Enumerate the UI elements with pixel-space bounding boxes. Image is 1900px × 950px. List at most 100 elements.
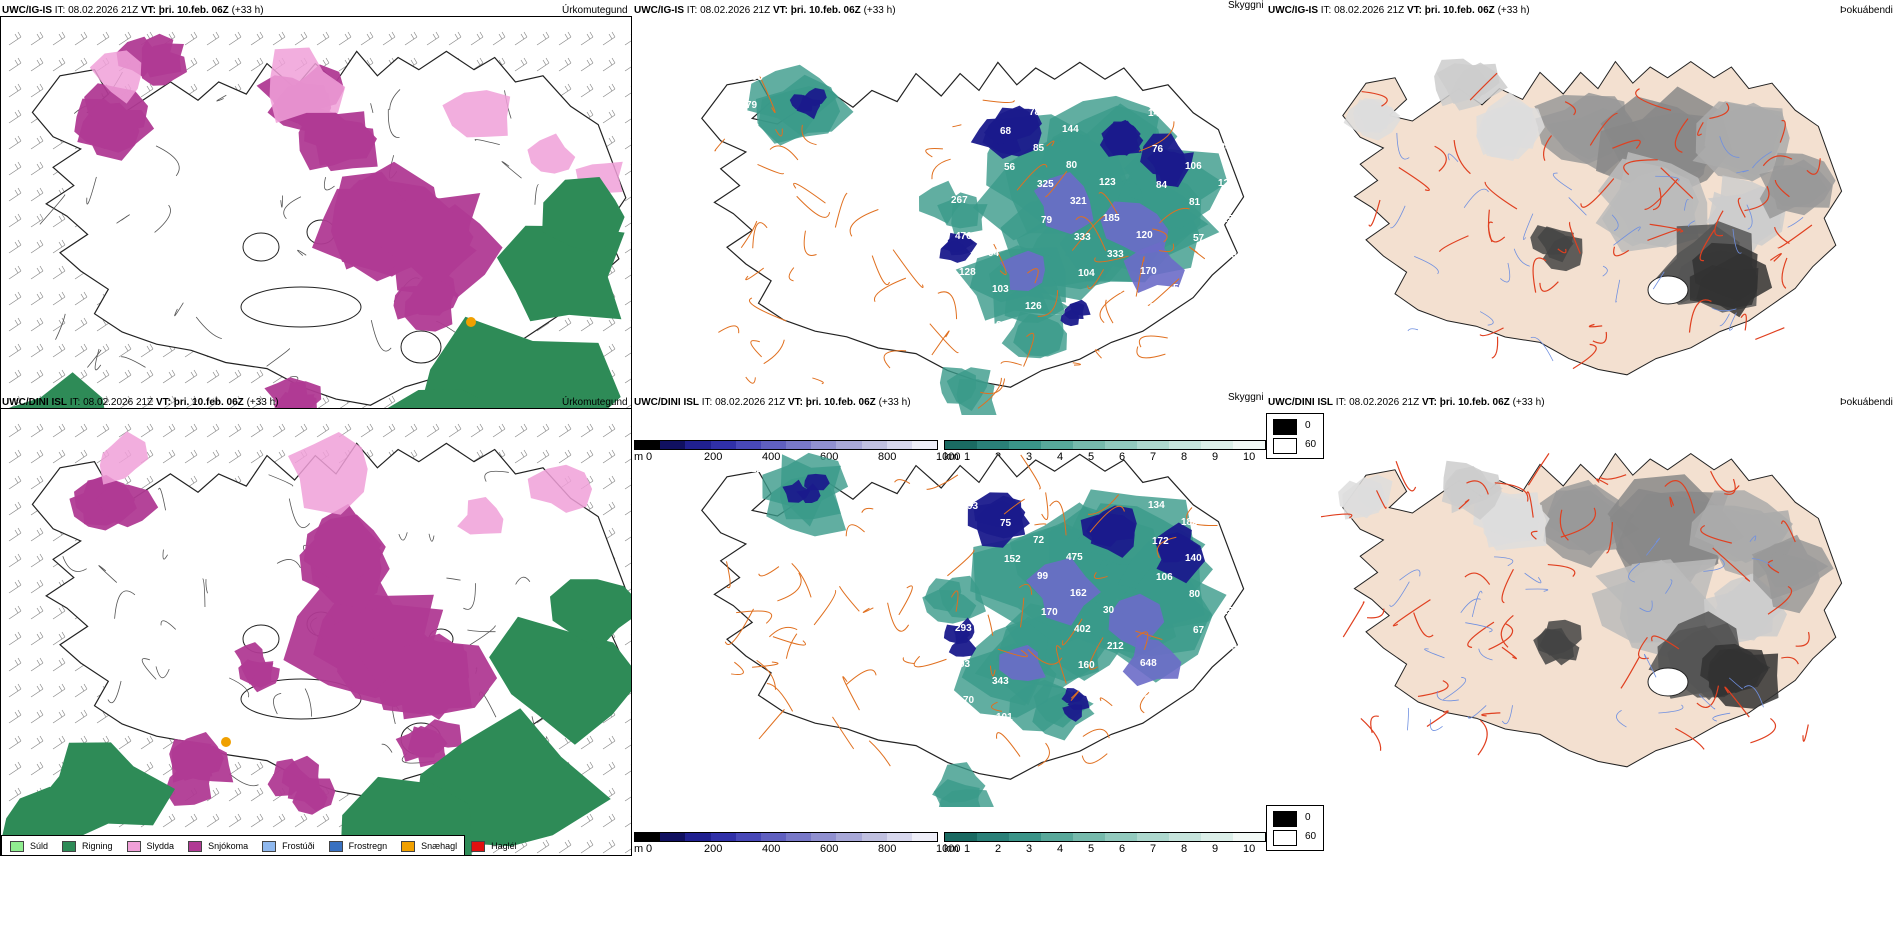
visibility-value: 56 bbox=[1004, 162, 1016, 173]
valid-label: VT: bbox=[140, 5, 156, 16]
visibility-value: 333 bbox=[1074, 232, 1091, 243]
visibility-value: 93 bbox=[959, 659, 971, 670]
visibility-value: 162 bbox=[1070, 588, 1087, 599]
panel-name: Skyggni bbox=[1228, 392, 1264, 403]
tick-label: 5 bbox=[1088, 451, 1095, 463]
visibility-value: 144 bbox=[1062, 124, 1079, 135]
visibility-value: 185 bbox=[1103, 213, 1120, 224]
tick-label: 8 bbox=[1181, 451, 1188, 463]
tick-label: 600 bbox=[820, 843, 839, 855]
panel-title: UWC/DINI ISL IT: 08.02.2026 21Z VT: þri.… bbox=[1268, 397, 1545, 408]
visibility-value: 75 bbox=[1000, 518, 1012, 529]
visibility-value: 67 bbox=[1193, 625, 1205, 636]
visibility-value: 227 bbox=[1177, 319, 1194, 330]
tick-label: 9 bbox=[1212, 843, 1219, 855]
visibility-value: 70 bbox=[963, 695, 975, 706]
visibility-value: 106 bbox=[1156, 572, 1173, 583]
visibility-value: 519 bbox=[1173, 283, 1190, 294]
tick-label: 7 bbox=[1150, 451, 1157, 463]
tick-label: 2 bbox=[995, 843, 1002, 855]
fog-legend: 0 60 bbox=[1266, 805, 1324, 851]
fog-swatch-low bbox=[1273, 830, 1297, 846]
visibility-value: 82 bbox=[967, 109, 979, 120]
visibility-value: 325 bbox=[1037, 179, 1054, 190]
tick-label: 1 bbox=[964, 451, 971, 463]
visibility-value: 170 bbox=[1041, 607, 1058, 618]
tick-label: 10 bbox=[1243, 451, 1256, 463]
tick-label: 200 bbox=[704, 451, 723, 463]
legend-item: Súld bbox=[10, 840, 48, 852]
visibility-value: 94 bbox=[988, 248, 1000, 259]
visibility-value: 165 bbox=[720, 100, 737, 111]
legend-swatch bbox=[262, 840, 277, 852]
visibility-value: 69 bbox=[1226, 642, 1238, 653]
visibility-value: 72 bbox=[1033, 535, 1045, 546]
visibility-value: 172 bbox=[1152, 536, 1169, 547]
visibility-value: 73 bbox=[1230, 678, 1242, 689]
visibility-value: 475 bbox=[1066, 552, 1083, 563]
legend-item: Snjókoma bbox=[188, 840, 248, 852]
fog-swatch-low bbox=[1273, 438, 1297, 454]
visibility-value: 79 bbox=[1041, 215, 1053, 226]
precip-legend: Súld Rigning Slydda Snjókoma Frostúði Frostre… bbox=[1, 835, 517, 855]
panel-name: Úrkomutegund bbox=[562, 397, 628, 408]
visibility-value: 333 bbox=[1107, 249, 1124, 260]
valid-time: þri. 10.feb. 06Z bbox=[158, 5, 229, 16]
model-name: UWC/DINI ISL bbox=[2, 397, 67, 408]
tick-label: 1000 bbox=[936, 843, 961, 855]
panel-name: Þokuábendi bbox=[1840, 397, 1893, 408]
unit-km: km bbox=[944, 843, 959, 855]
visibility-value: 146 bbox=[1144, 694, 1161, 705]
vis-km-colorbar bbox=[944, 832, 1266, 842]
fog-label-high: 0 bbox=[1305, 812, 1311, 823]
visibility-value: 89 bbox=[720, 72, 732, 83]
tick-label: 0 bbox=[646, 843, 653, 855]
legend-item: Frostregn bbox=[328, 840, 388, 852]
fog-map bbox=[1320, 452, 1843, 768]
visibility-value: 63 bbox=[1226, 250, 1238, 261]
tick-label: 1000 bbox=[936, 451, 961, 463]
legend-swatch bbox=[62, 840, 77, 852]
precip-type-panel: Súld Rigning Slydda Snjókoma Frostúði Frostre… bbox=[0, 408, 632, 856]
visibility-value: 80 bbox=[1189, 589, 1201, 600]
visibility-value: 476 bbox=[955, 231, 972, 242]
tick-label: 3 bbox=[1026, 451, 1033, 463]
visibility-value: 267 bbox=[951, 195, 968, 206]
tick-label: 4 bbox=[1057, 843, 1064, 855]
vis-km-colorbar bbox=[944, 440, 1266, 450]
tick-label: 6 bbox=[1119, 451, 1126, 463]
unit-km: km bbox=[944, 451, 959, 463]
legend-label: Haglél bbox=[491, 841, 517, 851]
visibility-value: 128 bbox=[959, 267, 976, 278]
visibility-value: 343 bbox=[992, 676, 1009, 687]
fog-label-high: 0 bbox=[1305, 420, 1311, 431]
visibility-value: 57 bbox=[1193, 233, 1205, 244]
legend-swatch bbox=[188, 840, 203, 852]
tick-label: 8 bbox=[1181, 843, 1188, 855]
visibility-map: 172 89 185 56 165 79 84 57 91 82 56 79 104 111 76 81 63 1… bbox=[694, 61, 1245, 415]
visibility-value: 134 bbox=[1148, 500, 1165, 511]
legend-label: Rigning bbox=[82, 841, 113, 851]
visibility-value: 93 bbox=[967, 501, 979, 512]
tick-label: 1 bbox=[964, 843, 971, 855]
panel-title: UWC/IG-IS IT: 08.02.2026 21Z VT: þri. 10… bbox=[2, 5, 264, 16]
visibility-value: 163 bbox=[963, 303, 980, 314]
visibility-value: 68 bbox=[1000, 126, 1012, 137]
visibility-value: 106 bbox=[1185, 161, 1202, 172]
visibility-value: 205 bbox=[694, 464, 711, 475]
unit-m: m bbox=[634, 451, 644, 463]
tick-label: 10 bbox=[1243, 843, 1256, 855]
legend-label: Frostregn bbox=[348, 841, 388, 851]
tick-label: 800 bbox=[878, 451, 897, 463]
init-time: IT: 08.02.2026 21Z bbox=[54, 5, 139, 16]
legend-label: Slydda bbox=[146, 841, 175, 851]
panel-name: Þokuábendi bbox=[1840, 5, 1893, 16]
fog-map bbox=[1342, 58, 1843, 376]
tick-label: 200 bbox=[704, 843, 723, 855]
unit-m: m bbox=[634, 843, 644, 855]
legend-item: Haglél bbox=[471, 840, 517, 852]
visibility-value: 185 bbox=[746, 72, 763, 83]
visibility-value: 103 bbox=[992, 284, 1009, 295]
